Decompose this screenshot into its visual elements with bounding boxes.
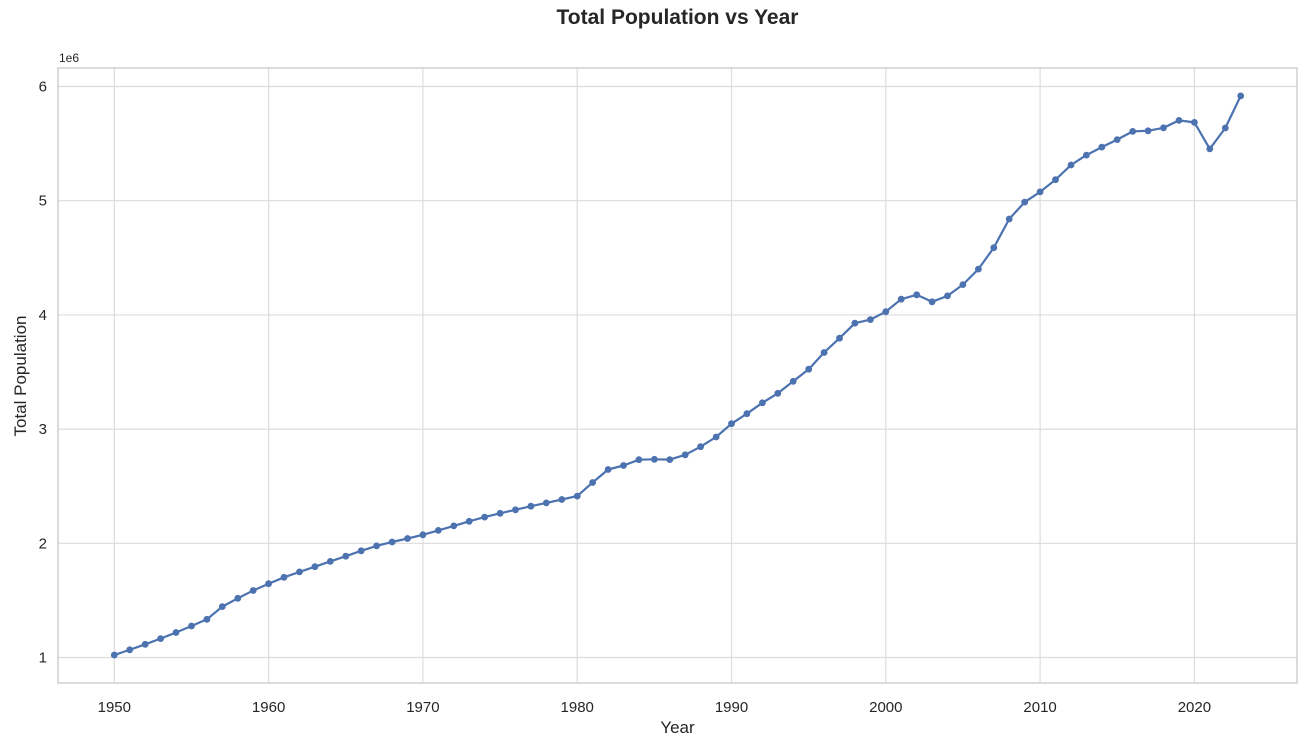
x-tick-label: 2000 <box>869 699 902 716</box>
data-point <box>1129 127 1137 135</box>
x-tick-label: 1970 <box>406 699 439 716</box>
data-point <box>759 399 766 407</box>
data-point <box>975 265 982 273</box>
y-tick-label: 5 <box>39 193 47 210</box>
y-tick-label: 2 <box>39 535 47 552</box>
data-point <box>527 502 535 510</box>
data-point <box>188 622 195 630</box>
data-point <box>218 603 226 610</box>
data-point <box>1021 198 1029 206</box>
x-tick-label: 2020 <box>1178 699 1211 716</box>
data-point <box>203 615 211 623</box>
chart-title: Total Population vs Year <box>556 6 799 29</box>
data-point <box>1191 119 1198 126</box>
data-point <box>635 456 643 464</box>
data-point <box>496 509 504 517</box>
data-point <box>249 587 257 594</box>
data-point <box>512 506 519 514</box>
data-point <box>728 420 735 428</box>
x-tick-label: 1960 <box>252 699 285 716</box>
x-tick-labels: 1950 1960 1970 1980 1990 2000 2010 2020 <box>98 699 1211 716</box>
data-point <box>666 456 674 463</box>
data-point <box>697 443 704 451</box>
data-point <box>419 531 427 539</box>
x-tick-label: 1980 <box>561 699 594 716</box>
data-point <box>388 538 396 546</box>
data-point <box>296 568 303 576</box>
data-point <box>157 635 165 642</box>
data-point <box>434 527 442 534</box>
data-point <box>805 365 813 373</box>
data-point <box>1098 143 1106 151</box>
axes-border <box>57 67 1298 684</box>
data-point <box>944 292 951 300</box>
data-point <box>342 552 350 560</box>
y-tick-label: 6 <box>39 79 47 96</box>
data-point <box>913 291 921 299</box>
data-point <box>1036 188 1044 196</box>
data-point <box>589 479 596 486</box>
y-tick-labels: 1 2 3 4 5 6 <box>39 79 47 667</box>
data-point <box>311 563 319 571</box>
data-point <box>774 389 782 397</box>
y-tick-label: 4 <box>39 307 47 324</box>
x-tick-label: 2010 <box>1023 699 1056 716</box>
y-tick-label: 1 <box>39 650 47 667</box>
data-point <box>172 629 180 636</box>
data-point <box>542 499 550 507</box>
data-point <box>712 433 720 441</box>
data-point <box>558 496 566 503</box>
data-point <box>234 594 242 602</box>
data-point <box>1113 136 1121 144</box>
data-point <box>1221 124 1229 132</box>
data-point <box>141 640 149 648</box>
data-point <box>990 244 998 252</box>
data-point <box>1052 176 1059 184</box>
data-points <box>110 92 1245 659</box>
gridlines <box>58 68 1297 683</box>
data-point <box>867 316 874 323</box>
y-axis-offset-label: 1e6 <box>59 51 80 65</box>
data-point <box>620 462 627 469</box>
x-tick-label: 1990 <box>715 699 748 716</box>
data-point <box>1083 151 1090 159</box>
data-point <box>1175 117 1183 124</box>
data-point <box>836 334 843 342</box>
data-point <box>604 466 612 473</box>
population-line <box>113 95 1242 657</box>
x-axis-label: Year <box>660 718 695 737</box>
data-point <box>326 558 334 565</box>
data-point <box>1144 127 1152 135</box>
data-point <box>573 492 581 500</box>
data-point <box>1237 92 1245 100</box>
data-point <box>1206 145 1214 153</box>
data-point <box>882 308 890 316</box>
data-point <box>851 319 859 327</box>
data-point <box>1067 161 1075 169</box>
data-point <box>928 298 936 306</box>
data-point <box>373 542 380 550</box>
data-point <box>743 410 751 418</box>
data-point <box>820 349 828 356</box>
data-point <box>789 377 797 385</box>
data-point <box>265 580 272 588</box>
data-point <box>1160 124 1167 132</box>
data-point <box>126 646 134 654</box>
data-point <box>651 455 658 463</box>
y-tick-label: 3 <box>39 421 47 438</box>
data-point <box>897 295 905 303</box>
data-point <box>1005 215 1013 223</box>
data-point <box>280 573 288 581</box>
data-point <box>110 651 118 659</box>
data-point <box>959 281 967 288</box>
data-point <box>450 522 458 530</box>
data-point <box>481 513 488 521</box>
data-point <box>404 535 411 542</box>
x-tick-label: 1950 <box>98 699 131 716</box>
data-point <box>681 451 689 459</box>
data-point <box>357 547 365 555</box>
data-point <box>465 517 473 525</box>
